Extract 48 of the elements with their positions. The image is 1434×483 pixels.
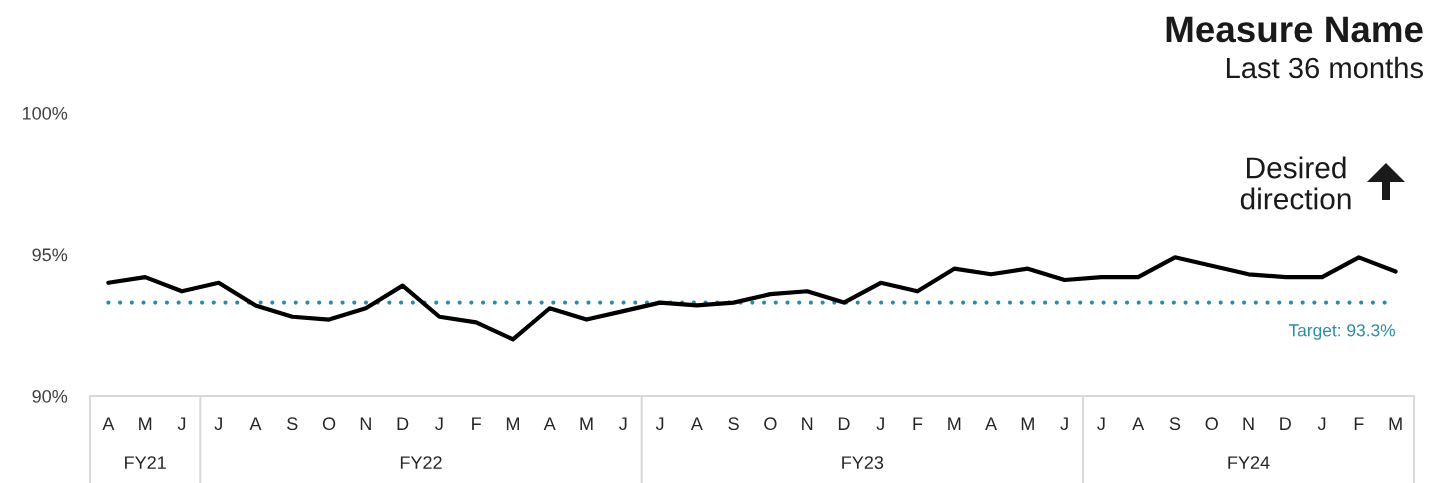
x-tick-label: A (249, 417, 262, 430)
text: FY23 (842, 456, 884, 469)
text: FY21 (125, 456, 166, 469)
x-tick-label: S (1169, 417, 1181, 431)
x-tick-label: D (1280, 417, 1291, 430)
x-tick-label: J (435, 417, 443, 431)
x-tick-label: N (1243, 417, 1254, 430)
y-tick-label: 95% (32, 248, 68, 262)
x-tick-label: O (322, 417, 336, 431)
x-tick-label: J (876, 417, 884, 431)
x-tick-label: A (1132, 417, 1145, 430)
x-tick-label: N (802, 417, 813, 430)
annotation: Desired direction (1240, 156, 1351, 210)
x-tick-label: M (580, 417, 593, 430)
x-tick-label: J (655, 417, 664, 431)
x-tick-label: M (948, 417, 961, 430)
x-tick-label: D (397, 417, 409, 430)
x-tick-label: J (1317, 417, 1326, 431)
text: FY22 (400, 456, 442, 469)
x-tick-label: J (619, 417, 627, 431)
x-tick-label: J (1097, 417, 1105, 431)
x-tick-label: A (985, 417, 998, 430)
x-tick-label: F (472, 417, 481, 430)
x-tick-label: J (1060, 417, 1068, 431)
x-tick-label: N (360, 417, 371, 430)
x-tick-label: M (506, 417, 519, 430)
x-tick-label: S (728, 417, 739, 431)
x-tick-label: M (139, 417, 152, 430)
y-tick-label: 100% (22, 106, 68, 120)
chart-title: Measure Name (1166, 16, 1423, 43)
line-series (106, 255, 1398, 342)
x-tick-label: J (177, 417, 186, 431)
x-tick-label: M (1021, 417, 1034, 430)
x-tick-label: S (287, 417, 298, 431)
text: FY24 (1228, 456, 1270, 469)
x-tick-label: A (543, 417, 556, 430)
chart-subtitle: Last 36 months (1226, 56, 1423, 79)
x-tick-label: M (1389, 417, 1402, 430)
x-tick-label: A (102, 417, 115, 430)
x-tick-label: J (214, 417, 222, 431)
x-tick-label: F (913, 417, 923, 430)
x-tick-label: O (764, 417, 777, 431)
x-tick-label: D (838, 417, 850, 430)
y-tick-label: 90% (32, 389, 68, 403)
x-tick-label: F (1354, 417, 1364, 430)
ref-line-label: Target: 93.3% (1288, 324, 1395, 340)
x-tick-label: O (1205, 417, 1218, 431)
x-tick-label: A (690, 417, 703, 430)
